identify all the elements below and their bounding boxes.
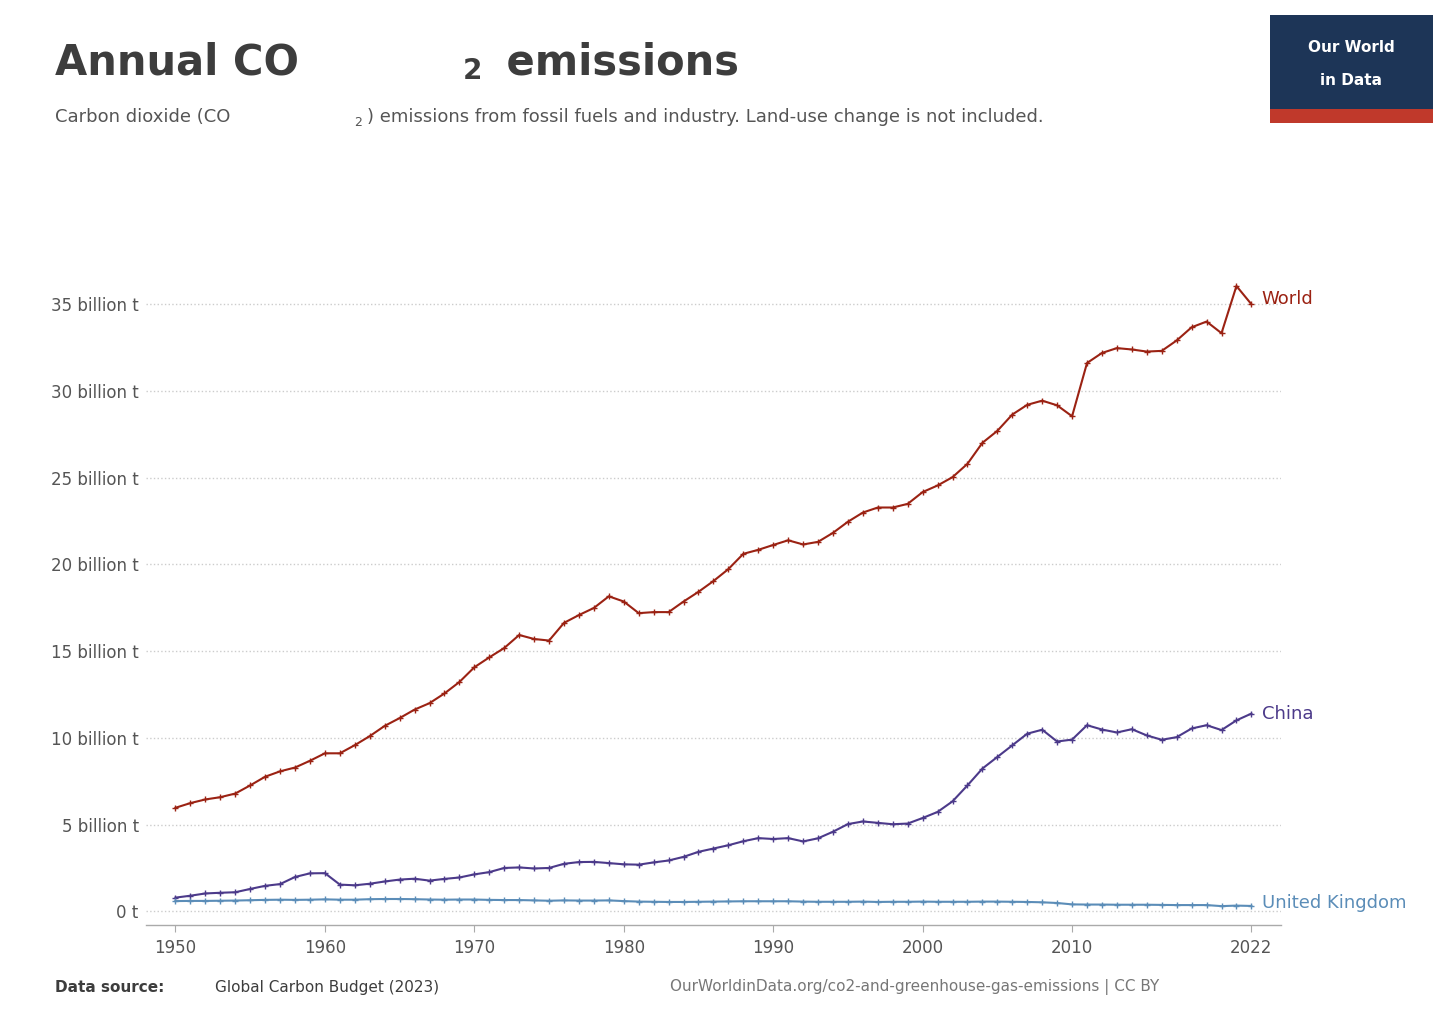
- Text: United Kingdom: United Kingdom: [1262, 894, 1406, 912]
- Text: emissions: emissions: [492, 41, 740, 83]
- Text: in Data: in Data: [1321, 73, 1382, 87]
- Text: Annual CO: Annual CO: [55, 41, 300, 83]
- Text: Carbon dioxide (CO: Carbon dioxide (CO: [55, 108, 230, 126]
- Text: World: World: [1262, 290, 1313, 308]
- Text: 2: 2: [463, 57, 482, 84]
- Text: OurWorldinData.org/co2-and-greenhouse-gas-emissions | CC BY: OurWorldinData.org/co2-and-greenhouse-ga…: [670, 979, 1159, 995]
- Text: China: China: [1262, 704, 1313, 723]
- Text: ) emissions from fossil fuels and industry. Land-use change is not included.: ) emissions from fossil fuels and indust…: [367, 108, 1044, 126]
- FancyBboxPatch shape: [1270, 15, 1433, 109]
- Text: Our World: Our World: [1307, 40, 1395, 56]
- Text: Data source:: Data source:: [55, 980, 170, 995]
- FancyBboxPatch shape: [1270, 109, 1433, 123]
- Text: Global Carbon Budget (2023): Global Carbon Budget (2023): [215, 980, 440, 995]
- Text: 2: 2: [354, 116, 361, 130]
